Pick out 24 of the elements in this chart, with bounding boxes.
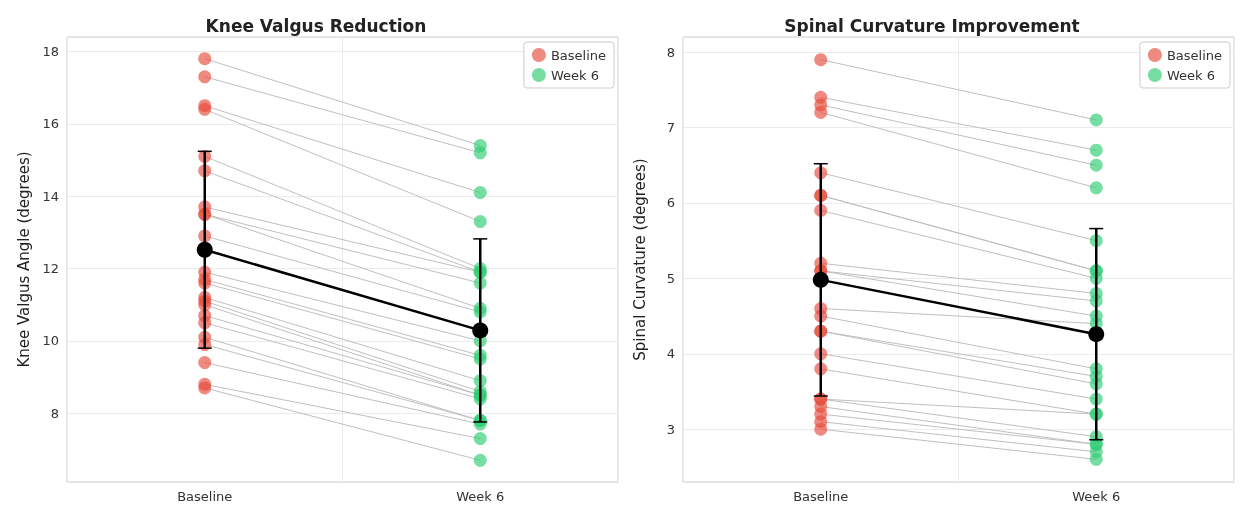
x-tick-label: Baseline: [177, 489, 233, 504]
y-tick-label: 5: [666, 270, 675, 286]
x-tick-label: Week 6: [1072, 489, 1121, 504]
y-axis-title: Knee Valgus Angle (degrees): [14, 151, 33, 368]
y-tick-label: 10: [42, 333, 59, 349]
y-tick-label: 8: [50, 405, 59, 421]
chart-title: Spinal Curvature Improvement: [784, 15, 1080, 36]
y-tick-label: 7: [666, 120, 675, 136]
x-tick-label: Week 6: [456, 489, 505, 504]
y-tick-label: 4: [666, 346, 675, 362]
y-tick-label: 14: [42, 188, 59, 204]
y-tick-label: 18: [42, 43, 59, 59]
legend-label: Week 6: [1166, 67, 1215, 83]
chart-title: Knee Valgus Reduction: [205, 15, 427, 36]
legend-label: Baseline: [550, 47, 607, 63]
y-tick-label: 3: [666, 421, 675, 437]
y-axis-title: Spinal Curvature (degrees): [630, 158, 649, 361]
legend-label: Week 6: [550, 67, 599, 83]
y-tick-label: 12: [42, 261, 59, 277]
legend-label: Baseline: [1166, 47, 1223, 63]
y-tick-label: 8: [666, 44, 675, 60]
y-tick-label: 6: [666, 195, 675, 211]
x-tick-label: Baseline: [793, 489, 849, 504]
y-tick-label: 16: [42, 116, 59, 132]
